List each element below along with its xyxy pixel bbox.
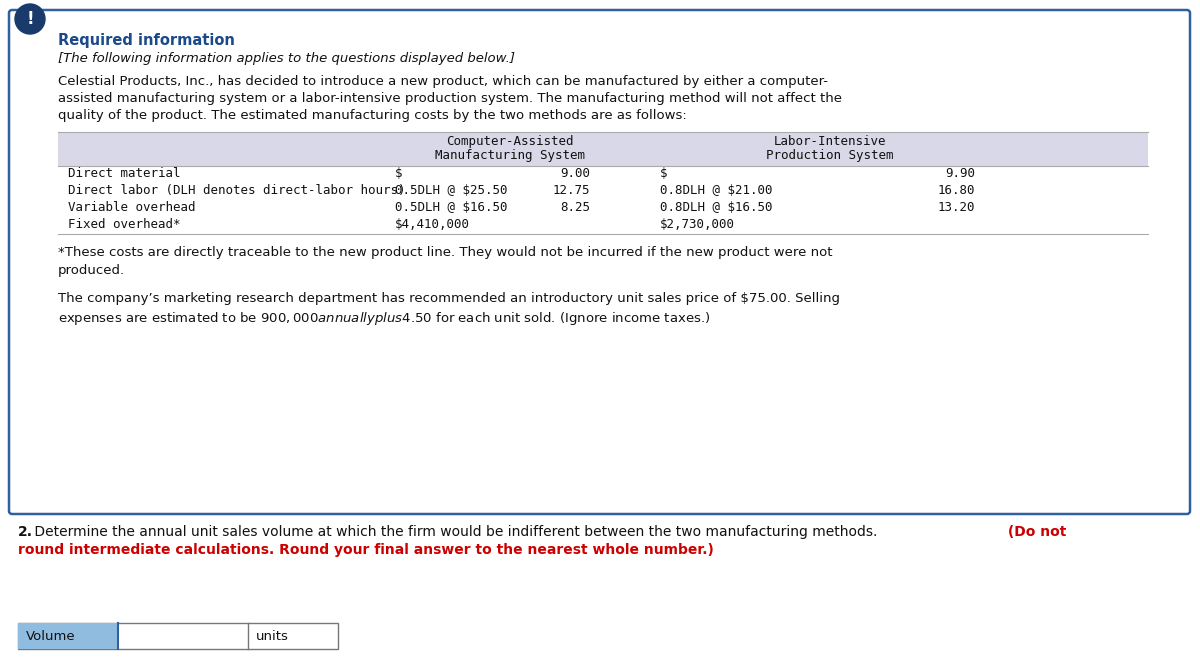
Text: 12.75: 12.75 bbox=[552, 184, 590, 197]
Text: $: $ bbox=[395, 167, 402, 180]
Bar bbox=[18, 623, 118, 649]
Text: units: units bbox=[256, 630, 289, 642]
Text: Production System: Production System bbox=[767, 149, 894, 162]
Text: Fixed overhead*: Fixed overhead* bbox=[68, 218, 180, 231]
Text: $2,730,000: $2,730,000 bbox=[660, 218, 734, 231]
Bar bbox=[58, 132, 1148, 166]
Circle shape bbox=[14, 4, 46, 34]
Text: 0.5DLH @ $16.50: 0.5DLH @ $16.50 bbox=[395, 201, 508, 214]
Text: The company’s marketing research department has recommended an introductory unit: The company’s marketing research departm… bbox=[58, 292, 840, 305]
Text: round intermediate calculations. Round your final answer to the nearest whole nu: round intermediate calculations. Round y… bbox=[18, 543, 714, 557]
Text: quality of the product. The estimated manufacturing costs by the two methods are: quality of the product. The estimated ma… bbox=[58, 109, 686, 122]
Text: Computer-Assisted: Computer-Assisted bbox=[446, 135, 574, 148]
Text: 16.80: 16.80 bbox=[937, 184, 974, 197]
FancyBboxPatch shape bbox=[10, 10, 1190, 514]
Text: 0.8DLH @ $16.50: 0.8DLH @ $16.50 bbox=[660, 201, 773, 214]
Bar bbox=[18, 623, 338, 649]
Text: 13.20: 13.20 bbox=[937, 201, 974, 214]
Text: Variable overhead: Variable overhead bbox=[68, 201, 196, 214]
Text: 9.00: 9.00 bbox=[560, 167, 590, 180]
Text: *These costs are directly traceable to the new product line. They would not be i: *These costs are directly traceable to t… bbox=[58, 246, 833, 259]
Text: $: $ bbox=[660, 167, 667, 180]
Text: !: ! bbox=[26, 10, 34, 28]
Text: Determine the annual unit sales volume at which the firm would be indifferent be: Determine the annual unit sales volume a… bbox=[30, 525, 877, 539]
Text: Direct labor (DLH denotes direct-labor hours): Direct labor (DLH denotes direct-labor h… bbox=[68, 184, 406, 197]
Text: produced.: produced. bbox=[58, 264, 125, 277]
Text: Direct material: Direct material bbox=[68, 167, 180, 180]
Text: expenses are estimated to be $900,000 annually plus $4.50 for each unit sold. (I: expenses are estimated to be $900,000 an… bbox=[58, 310, 710, 327]
Text: 0.8DLH @ $21.00: 0.8DLH @ $21.00 bbox=[660, 184, 773, 197]
Text: (Do not: (Do not bbox=[1003, 525, 1067, 539]
Text: Labor-Intensive: Labor-Intensive bbox=[774, 135, 887, 148]
Text: 0.5DLH @ $25.50: 0.5DLH @ $25.50 bbox=[395, 184, 508, 197]
Text: 9.90: 9.90 bbox=[946, 167, 974, 180]
Text: assisted manufacturing system or a labor-intensive production system. The manufa: assisted manufacturing system or a labor… bbox=[58, 92, 842, 105]
Text: Required information: Required information bbox=[58, 33, 235, 48]
Text: Volume: Volume bbox=[26, 630, 76, 642]
Text: $4,410,000: $4,410,000 bbox=[395, 218, 470, 231]
Text: Manufacturing System: Manufacturing System bbox=[436, 149, 586, 162]
Text: Celestial Products, Inc., has decided to introduce a new product, which can be m: Celestial Products, Inc., has decided to… bbox=[58, 75, 828, 88]
Text: 2.: 2. bbox=[18, 525, 34, 539]
Text: 8.25: 8.25 bbox=[560, 201, 590, 214]
Text: [The following information applies to the questions displayed below.]: [The following information applies to th… bbox=[58, 52, 515, 65]
